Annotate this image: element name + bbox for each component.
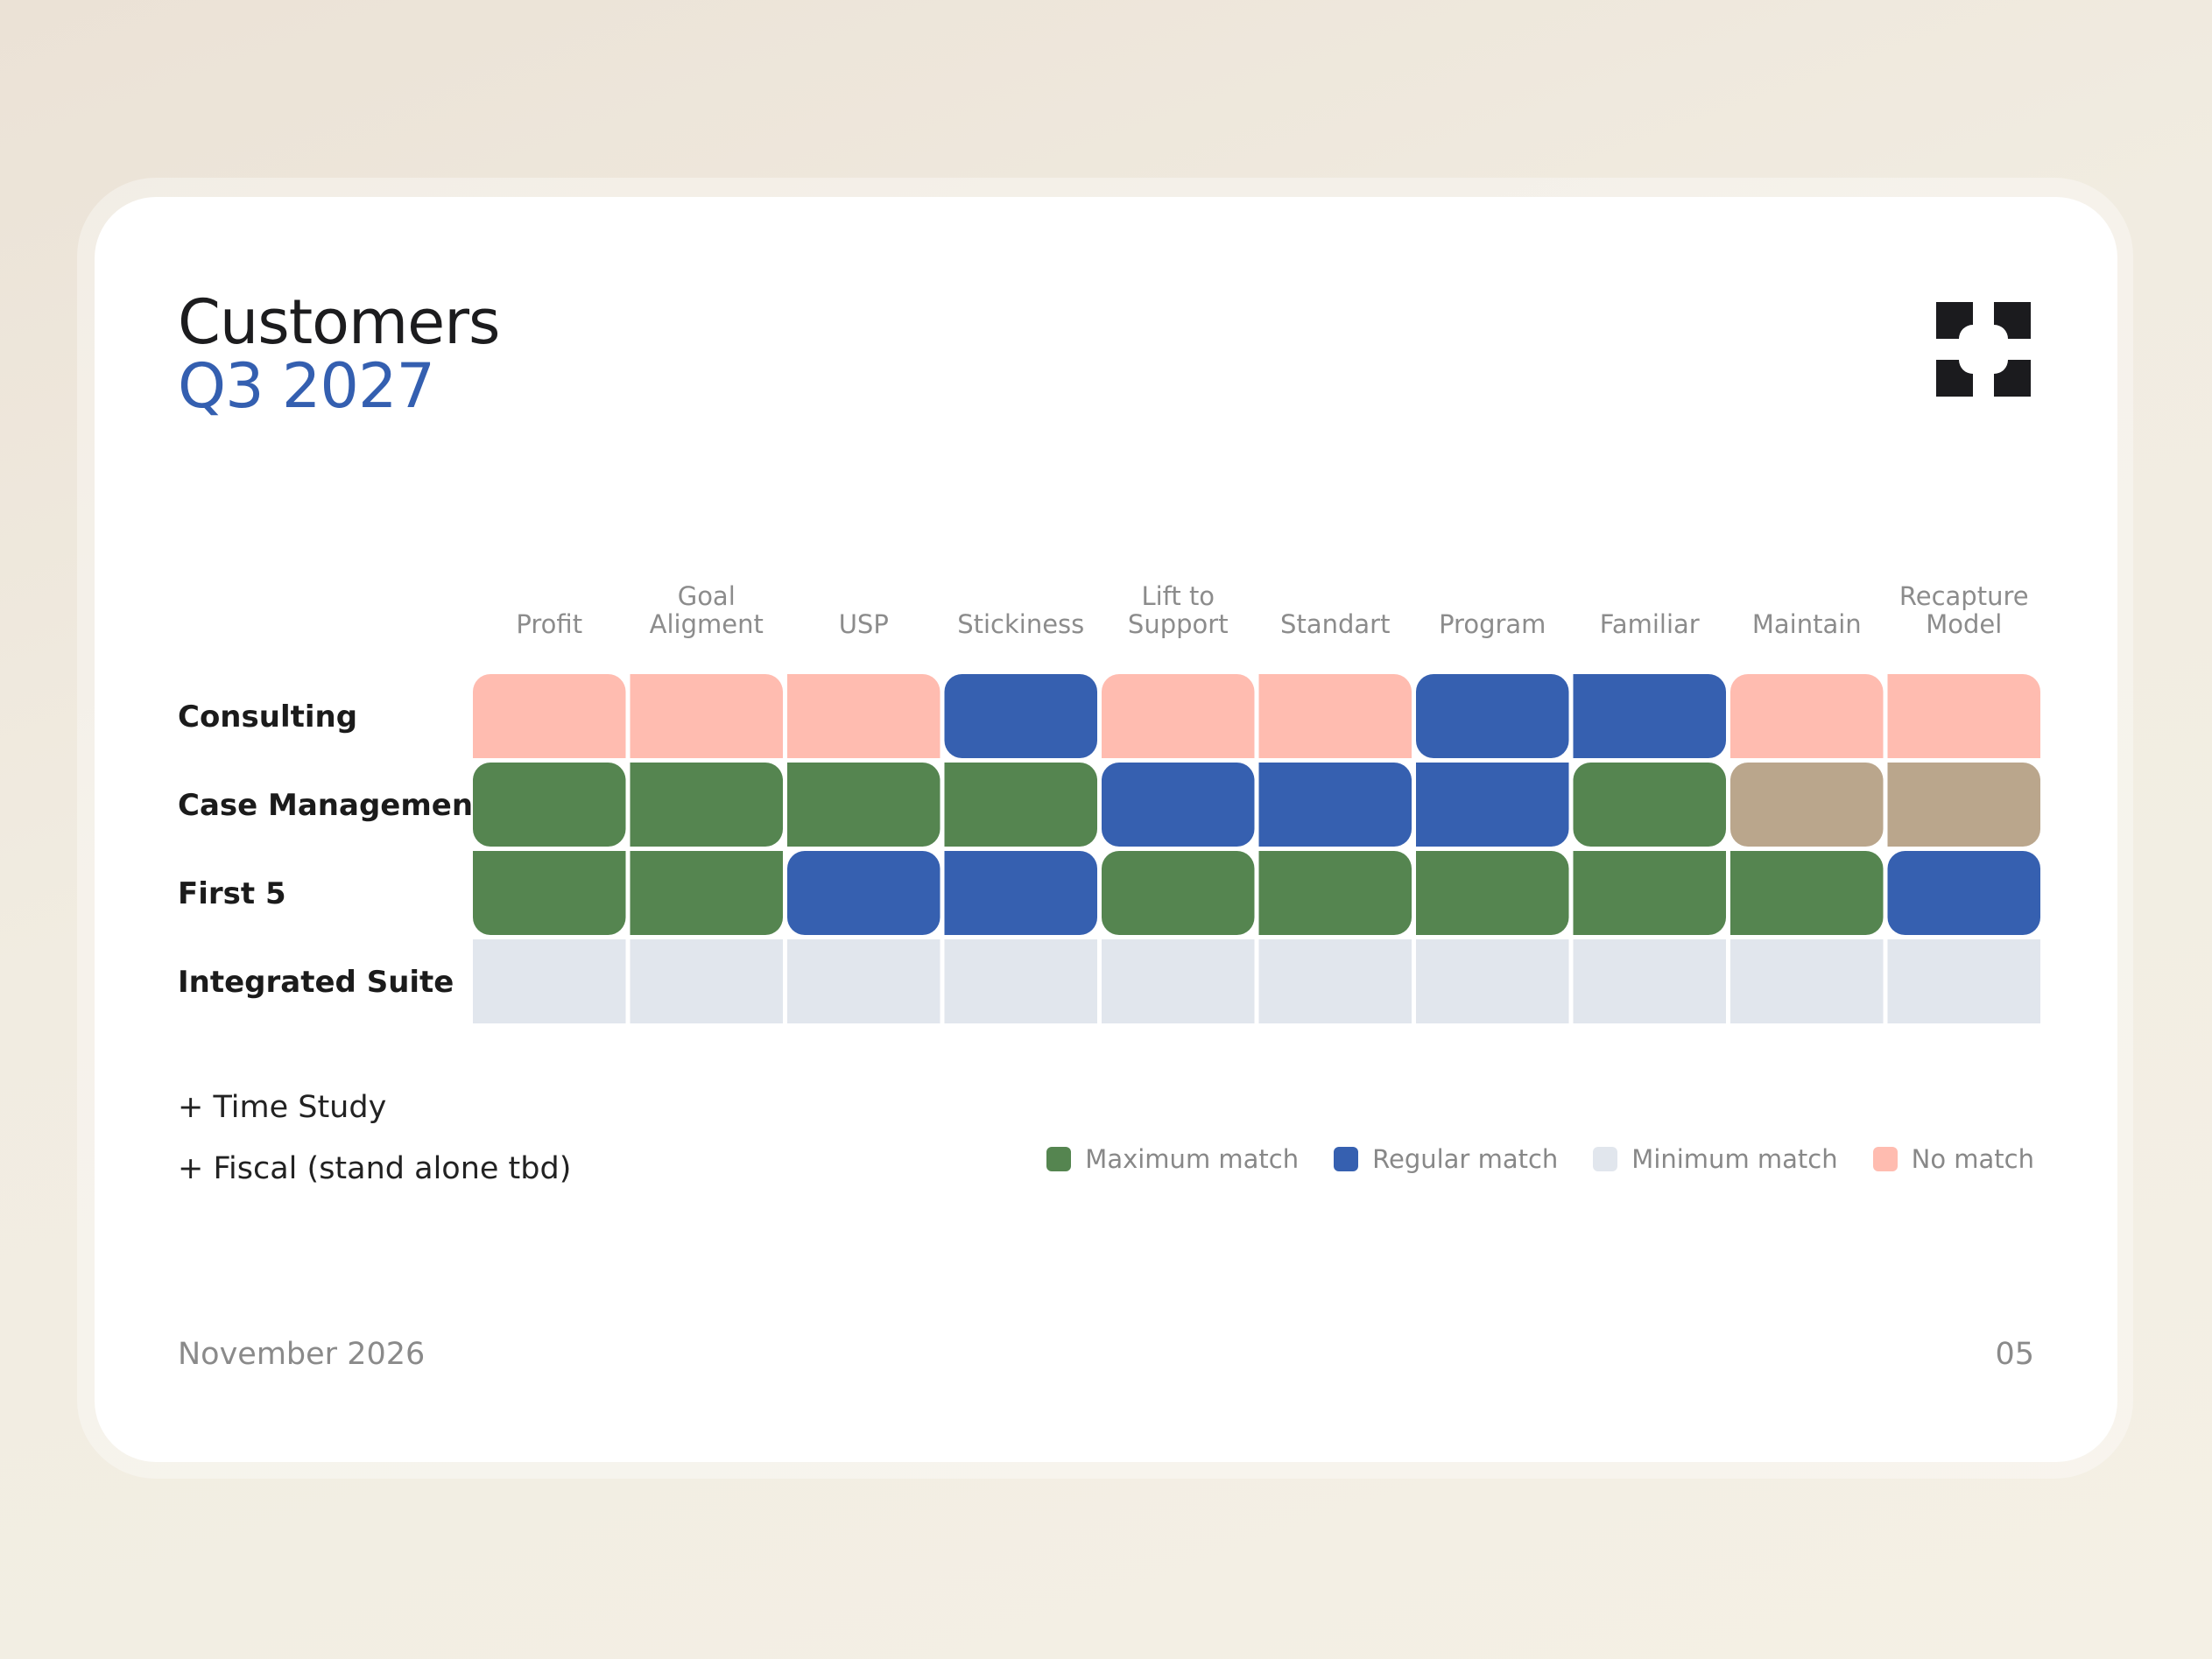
heatmap-cell xyxy=(1258,939,1412,1023)
heatmap-cell xyxy=(1416,763,1569,847)
column-label-line: Program xyxy=(1439,609,1546,639)
heatmap-cell xyxy=(473,763,626,847)
column-label-line: Recapture xyxy=(1899,581,2029,611)
column-label-line: Goal xyxy=(678,581,736,611)
column-label: USP xyxy=(839,609,889,639)
heatmap-cell xyxy=(1887,939,2040,1023)
column-label: Recapture Model xyxy=(1899,581,2029,639)
column-label: Profit xyxy=(516,609,582,639)
slide-card: Customers Q3 2027 Profit Goal Aligment USP S… xyxy=(95,197,2117,1462)
match-heatmap: Profit Goal Aligment USP Stickiness Lift to Su… xyxy=(178,581,2040,1023)
heatmap-cell xyxy=(1730,939,1884,1023)
column-label: Program xyxy=(1439,609,1546,639)
heatmap-cell xyxy=(630,851,783,935)
heatmap-cell xyxy=(1258,763,1412,847)
column-label-line: Aligment xyxy=(650,609,764,639)
column-label: Standart xyxy=(1280,609,1390,639)
column-label-line: Maintain xyxy=(1752,609,1862,639)
heatmap-cell xyxy=(1416,939,1569,1023)
cross-pinwheel-logo-icon xyxy=(1936,302,2031,397)
row-label: Integrated Suite xyxy=(178,965,454,1000)
heatmap-cell xyxy=(1102,674,1255,758)
heatmap-cell xyxy=(1730,674,1884,758)
legend: Maximum match Regular match Minimum matc… xyxy=(1046,1144,2034,1174)
row-label: Case Management xyxy=(178,788,487,823)
page-number: 05 xyxy=(1995,1337,2034,1372)
heatmap-cell xyxy=(787,851,940,935)
heatmap-cell xyxy=(1730,851,1884,935)
heatmap-cell xyxy=(944,851,1097,935)
column-label: Lift to Support xyxy=(1128,581,1229,639)
heatmap-cell xyxy=(1573,939,1726,1023)
legend-swatch-regular xyxy=(1334,1147,1359,1171)
heatmap-cell xyxy=(1730,763,1884,847)
column-label-line: Support xyxy=(1128,609,1229,639)
slide-title: Customers xyxy=(178,286,500,358)
heatmap-cell xyxy=(1258,851,1412,935)
column-label-line: Standart xyxy=(1280,609,1390,639)
heatmap-cell xyxy=(1102,939,1255,1023)
heatmap-cell xyxy=(1573,851,1726,935)
column-label: Familiar xyxy=(1600,609,1700,639)
legend-label-max: Maximum match xyxy=(1085,1144,1300,1174)
heatmap-cell xyxy=(1887,763,2040,847)
heatmap-cell xyxy=(630,763,783,847)
legend-label-none: No match xyxy=(1911,1144,2034,1174)
legend-swatch-max xyxy=(1046,1147,1072,1171)
heatmap-cell xyxy=(630,939,783,1023)
column-label-line: Profit xyxy=(516,609,582,639)
heatmap-cell xyxy=(787,674,940,758)
note-time-study: + Time Study xyxy=(178,1090,387,1125)
legend-label-min: Minimum match xyxy=(1631,1144,1838,1174)
legend-item-none: No match xyxy=(1872,1144,2034,1174)
heatmap-cell xyxy=(944,763,1097,847)
heatmap-cell xyxy=(630,674,783,758)
heatmap-cell xyxy=(1887,851,2040,935)
column-label-line: USP xyxy=(839,609,889,639)
column-label-line: Model xyxy=(1926,609,2002,639)
legend-item-regular: Regular match xyxy=(1334,1144,1558,1174)
legend-swatch-min xyxy=(1593,1147,1618,1171)
legend-swatch-none xyxy=(1872,1147,1898,1171)
column-label: Stickiness xyxy=(957,609,1084,639)
heatmap-cell xyxy=(1102,851,1255,935)
heatmap-cell xyxy=(473,939,626,1023)
heatmap-cell xyxy=(944,674,1097,758)
heatmap-cell xyxy=(1416,674,1569,758)
column-label-line: Familiar xyxy=(1600,609,1700,639)
heatmap-cell xyxy=(1887,674,2040,758)
row-label: Consulting xyxy=(178,699,357,735)
heatmap-cell xyxy=(1573,674,1726,758)
legend-item-max: Maximum match xyxy=(1046,1144,1299,1174)
row-label: First 5 xyxy=(178,876,286,911)
heatmap-cell xyxy=(1416,851,1569,935)
legend-item-min: Minimum match xyxy=(1593,1144,1838,1174)
heatmap-cell xyxy=(787,763,940,847)
heatmap-cell xyxy=(473,674,626,758)
heatmap-cell xyxy=(787,939,940,1023)
heatmap-cell xyxy=(1102,763,1255,847)
column-label-line: Stickiness xyxy=(957,609,1084,639)
heatmap-cell xyxy=(1573,763,1726,847)
slide-subtitle: Q3 2027 xyxy=(178,350,435,422)
note-fiscal: + Fiscal (stand alone tbd) xyxy=(178,1151,572,1186)
footer-date: November 2026 xyxy=(178,1337,426,1372)
column-label-line: Lift to xyxy=(1141,581,1215,611)
column-label: Maintain xyxy=(1752,609,1862,639)
legend-label-regular: Regular match xyxy=(1372,1144,1559,1174)
heatmap-cell xyxy=(944,939,1097,1023)
column-label: Goal Aligment xyxy=(650,581,764,639)
heatmap-cell xyxy=(473,851,626,935)
heatmap-cell xyxy=(1258,674,1412,758)
